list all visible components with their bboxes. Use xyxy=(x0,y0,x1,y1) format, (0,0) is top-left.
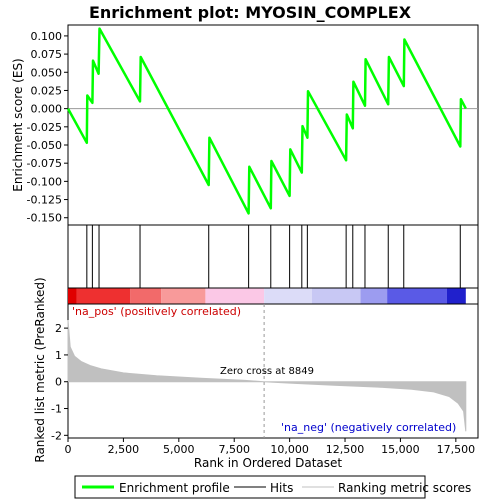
color-bar-band xyxy=(68,288,77,304)
zero-cross-label: Zero cross at 8849 xyxy=(220,366,314,377)
chart-title: Enrichment plot: MYOSIN_COMPLEX xyxy=(89,3,412,22)
metric-ytick-label: 1 xyxy=(55,349,62,362)
pos-correlated-label: 'na_pos' (positively correlated) xyxy=(72,305,241,318)
color-bar-band xyxy=(205,288,265,304)
x-tick-label: 10,000 xyxy=(270,443,309,456)
es-ytick-label: -0.025 xyxy=(27,121,62,134)
es-ytick-label: 0.000 xyxy=(31,103,63,116)
metric-ytick-label: -1 xyxy=(51,403,62,416)
x-tick-label: 2,500 xyxy=(108,443,140,456)
x-tick-label: 0 xyxy=(65,443,72,456)
metric-panel: 210-1-20 2,500 5,000 7,500 10,000 12,500 15,00… xyxy=(51,303,479,456)
metric-ytick-label: 2 xyxy=(55,322,62,335)
color-bar-band xyxy=(264,288,312,304)
metric-ytick-label: 0 xyxy=(55,376,62,389)
x-axis-label: Rank in Ordered Dataset xyxy=(194,456,342,470)
es-ytick-label: -0.125 xyxy=(27,194,62,207)
metric-plot-frame xyxy=(67,303,479,439)
legend-label-hits: Hits xyxy=(270,481,293,495)
es-ytick-label: 0.075 xyxy=(31,48,63,61)
legend: Enrichment profile Hits Ranking metric s… xyxy=(74,475,471,499)
es-ytick-label: -0.050 xyxy=(27,139,62,152)
color-bar-band xyxy=(311,288,361,304)
es-ytick-label: 0.050 xyxy=(31,66,63,79)
es-ytick-label: -0.100 xyxy=(27,175,62,188)
es-ytick-label: 0.100 xyxy=(31,30,63,43)
hits-panel xyxy=(67,224,479,289)
neg-correlated-label: 'na_neg' (negatively correlated) xyxy=(281,421,456,434)
x-tick-label: 17,500 xyxy=(437,443,476,456)
x-tick-label: 12,500 xyxy=(326,443,365,456)
ranking-color-bar xyxy=(67,287,479,305)
color-bar-band xyxy=(360,288,388,304)
es-ylabel: Enrichment score (ES) xyxy=(11,58,25,191)
es-ytick-label: 0.025 xyxy=(31,84,63,97)
es-ytick-label: -0.075 xyxy=(27,157,62,170)
es-panel: 0.100 0.075 0.050 0.025 0.000 -0.025 -0.050 -0.… xyxy=(27,24,479,226)
x-tick-label: 5,000 xyxy=(163,443,195,456)
color-bar-band xyxy=(387,288,447,304)
metric-ylabel: Ranked list metric (PreRanked) xyxy=(33,277,47,462)
color-bar-band xyxy=(446,288,466,304)
color-bar-band xyxy=(161,288,206,304)
es-plot-frame xyxy=(67,24,479,226)
hits-frame xyxy=(67,224,479,289)
legend-label-enrichment: Enrichment profile xyxy=(119,481,230,495)
color-bar-band xyxy=(76,288,131,304)
color-bar-band xyxy=(130,288,162,304)
metric-ytick-label: -2 xyxy=(51,429,62,442)
legend-label-metric: Ranking metric scores xyxy=(338,481,471,495)
enrichment-profile-line xyxy=(66,27,467,215)
ranking-metric-area xyxy=(67,320,467,432)
x-tick-label: 7,500 xyxy=(218,443,250,456)
es-ytick-label: -0.150 xyxy=(27,212,62,225)
x-tick-label: 15,000 xyxy=(381,443,420,456)
